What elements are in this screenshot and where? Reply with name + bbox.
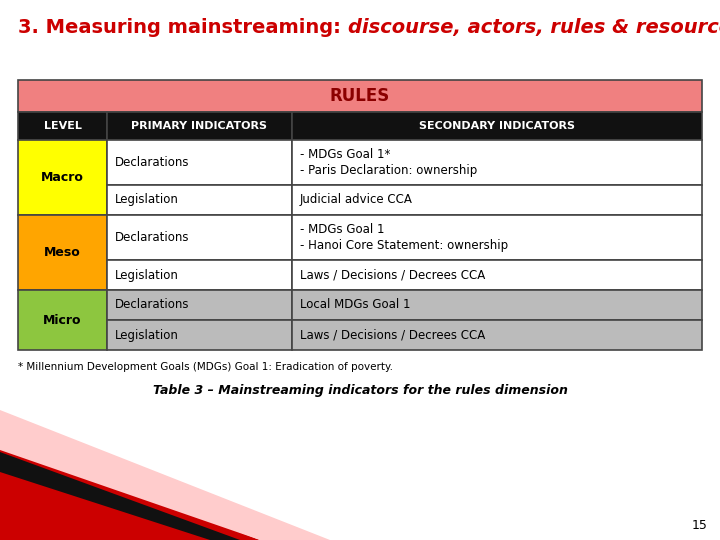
Bar — [292, 112, 702, 140]
Text: Macro: Macro — [41, 171, 84, 184]
Text: RULES: RULES — [330, 87, 390, 105]
Text: Legislation: Legislation — [115, 268, 179, 281]
Bar — [107, 215, 292, 260]
Bar — [18, 112, 107, 140]
Bar — [18, 290, 107, 350]
Bar — [18, 215, 107, 290]
Bar — [292, 260, 702, 290]
Bar — [107, 140, 292, 185]
Text: Micro: Micro — [43, 314, 81, 327]
Text: Table 3 – Mainstreaming indicators for the rules dimension: Table 3 – Mainstreaming indicators for t… — [153, 384, 567, 397]
Bar — [18, 140, 107, 215]
Bar — [292, 320, 702, 350]
Text: Legislation: Legislation — [115, 193, 179, 206]
Text: SECONDARY INDICATORS: SECONDARY INDICATORS — [419, 121, 575, 131]
Text: discourse, actors, rules & resources: discourse, actors, rules & resources — [348, 18, 720, 37]
Text: - MDGs Goal 1
- Hanoi Core Statement: ownership: - MDGs Goal 1 - Hanoi Core Statement: ow… — [300, 222, 508, 252]
Text: Declarations: Declarations — [115, 156, 189, 169]
Bar — [18, 80, 702, 112]
Bar — [292, 290, 702, 320]
Text: Meso: Meso — [44, 246, 81, 259]
Bar — [292, 215, 702, 260]
Text: LEVEL: LEVEL — [43, 121, 81, 131]
Bar — [107, 185, 292, 215]
Bar — [107, 290, 292, 320]
Text: Legislation: Legislation — [115, 328, 179, 341]
Text: Declarations: Declarations — [115, 231, 189, 244]
Polygon shape — [0, 410, 330, 540]
Text: Judicial advice CCA: Judicial advice CCA — [300, 193, 413, 206]
Bar — [107, 260, 292, 290]
Text: * Millennium Development Goals (MDGs) Goal 1: Eradication of poverty.: * Millennium Development Goals (MDGs) Go… — [18, 362, 393, 372]
Polygon shape — [0, 440, 260, 540]
Text: Declarations: Declarations — [115, 299, 189, 312]
Bar — [107, 320, 292, 350]
Text: PRIMARY INDICATORS: PRIMARY INDICATORS — [131, 121, 267, 131]
Text: Laws / Decisions / Decrees CCA: Laws / Decisions / Decrees CCA — [300, 268, 485, 281]
Text: 3. Measuring mainstreaming:: 3. Measuring mainstreaming: — [18, 18, 348, 37]
Polygon shape — [0, 452, 240, 540]
Text: Local MDGs Goal 1: Local MDGs Goal 1 — [300, 299, 410, 312]
Bar — [292, 185, 702, 215]
Text: 15: 15 — [692, 519, 708, 532]
Text: - MDGs Goal 1*
- Paris Declaration: ownership: - MDGs Goal 1* - Paris Declaration: owne… — [300, 148, 477, 177]
Text: Laws / Decisions / Decrees CCA: Laws / Decisions / Decrees CCA — [300, 328, 485, 341]
Bar — [292, 140, 702, 185]
Bar — [107, 112, 292, 140]
